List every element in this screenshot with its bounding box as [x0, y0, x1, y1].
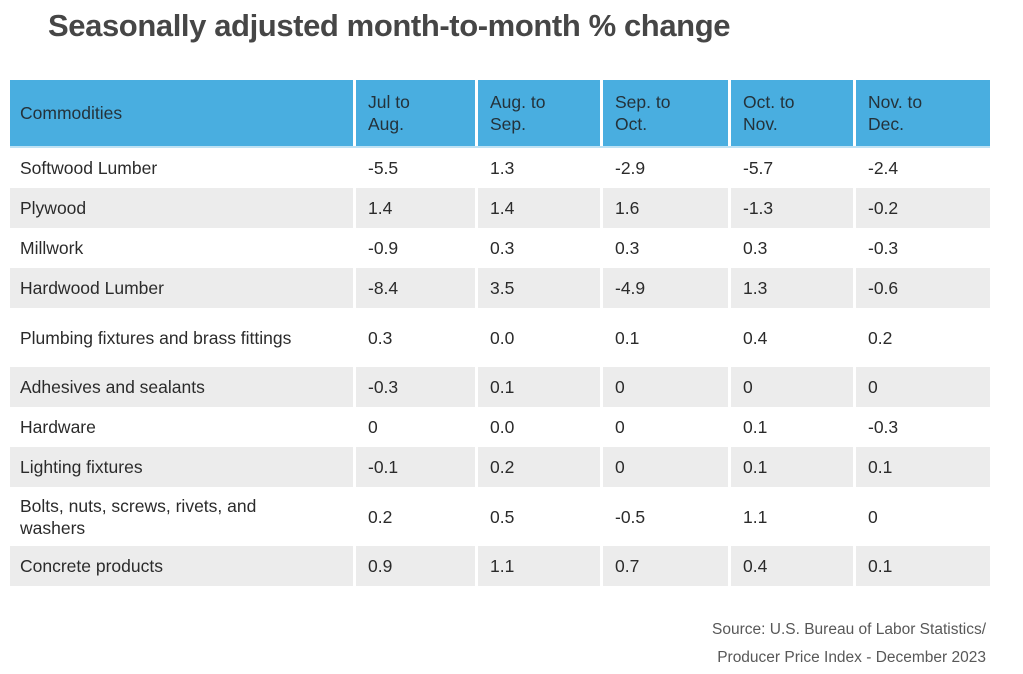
column-header-nov-dec: Nov. to Dec. [853, 80, 990, 146]
value-cell: -0.2 [853, 188, 990, 228]
value-cell: 0.1 [728, 447, 853, 487]
table-row-millwork: Millwork -0.9 0.3 0.3 0.3 -0.3 [10, 228, 990, 268]
commodities-table: Commodities Jul to Aug. Aug. to Sep. Sep… [10, 80, 990, 586]
value-cell: 0.1 [728, 407, 853, 447]
value-cell: -1.3 [728, 188, 853, 228]
value-cell: 1.1 [728, 487, 853, 546]
value-cell: 0 [853, 367, 990, 407]
value-cell: 1.3 [475, 148, 600, 188]
value-cell: 1.3 [728, 268, 853, 308]
value-cell: 0.1 [853, 546, 990, 586]
table-row-hardwood-lumber: Hardwood Lumber -8.4 3.5 -4.9 1.3 -0.6 [10, 268, 990, 308]
table-row-plumbing-fixtures: Plumbing fixtures and brass fittings 0.3… [10, 308, 990, 367]
value-cell: 0.4 [728, 546, 853, 586]
source-note: Source: U.S. Bureau of Labor Statistics/… [10, 616, 986, 672]
source-line-2: Producer Price Index - December 2023 [717, 649, 986, 666]
table-row-hardware: Hardware 0 0.0 0 0.1 -0.3 [10, 407, 990, 447]
value-cell: 0.1 [600, 308, 728, 367]
value-cell: -2.4 [853, 148, 990, 188]
value-cell: 0.0 [475, 407, 600, 447]
table-row-lighting-fixtures: Lighting fixtures -0.1 0.2 0 0.1 0.1 [10, 447, 990, 487]
value-cell: -2.9 [600, 148, 728, 188]
commodity-label: Adhesives and sealants [20, 377, 205, 397]
source-line-1: Source: U.S. Bureau of Labor Statistics/ [712, 621, 986, 638]
commodity-label: Millwork [20, 238, 84, 258]
value-cell: -4.9 [600, 268, 728, 308]
value-cell: -0.9 [353, 228, 475, 268]
value-cell: 0.9 [353, 546, 475, 586]
column-header-aug-sep: Aug. to Sep. [475, 80, 600, 146]
value-cell: 0.3 [600, 228, 728, 268]
value-cell: -5.5 [353, 148, 475, 188]
value-cell: 0.5 [475, 487, 600, 546]
value-cell: -0.3 [853, 407, 990, 447]
value-cell: 0 [600, 367, 728, 407]
commodity-label: Plumbing fixtures and brass fittings [20, 327, 292, 348]
table-row-adhesives-sealants: Adhesives and sealants -0.3 0.1 0 0 0 [10, 367, 990, 407]
column-header-jul-aug: Jul to Aug. [353, 80, 475, 146]
value-cell: -0.6 [853, 268, 990, 308]
value-cell: 0.3 [475, 228, 600, 268]
value-cell: 0.1 [853, 447, 990, 487]
value-cell: 0 [728, 367, 853, 407]
value-cell: -5.7 [728, 148, 853, 188]
column-header-oct-nov: Oct. to Nov. [728, 80, 853, 146]
column-header-sep-oct: Sep. to Oct. [600, 80, 728, 146]
value-cell: 0.7 [600, 546, 728, 586]
value-cell: 3.5 [475, 268, 600, 308]
value-cell: 1.4 [353, 188, 475, 228]
value-cell: -0.1 [353, 447, 475, 487]
commodity-label: Softwood Lumber [20, 158, 158, 178]
value-cell: -0.3 [353, 367, 475, 407]
commodity-label: Hardwood Lumber [20, 278, 164, 298]
commodity-label: Bolts, nuts, screws, rivets, and washers [20, 495, 257, 538]
value-cell: 0.3 [728, 228, 853, 268]
value-cell: 0.4 [728, 308, 853, 367]
column-header-commodities: Commodities [20, 103, 123, 123]
value-cell: 0 [600, 407, 728, 447]
value-cell: 1.4 [475, 188, 600, 228]
table-row-concrete-products: Concrete products 0.9 1.1 0.7 0.4 0.1 [10, 546, 990, 586]
value-cell: 0.2 [853, 308, 990, 367]
value-cell: 1.1 [475, 546, 600, 586]
value-cell: 0 [600, 447, 728, 487]
table-row-bolts-nuts-screws: Bolts, nuts, screws, rivets, and washers… [10, 487, 990, 546]
value-cell: 0.0 [475, 308, 600, 367]
value-cell: 1.6 [600, 188, 728, 228]
table-row-plywood: Plywood 1.4 1.4 1.6 -1.3 -0.2 [10, 188, 990, 228]
value-cell: -0.3 [853, 228, 990, 268]
value-cell: -0.5 [600, 487, 728, 546]
value-cell: 0.1 [475, 367, 600, 407]
value-cell: 0.3 [353, 308, 475, 367]
value-cell: 0.2 [475, 447, 600, 487]
table-row-softwood-lumber: Softwood Lumber -5.5 1.3 -2.9 -5.7 -2.4 [10, 148, 990, 188]
commodity-label: Lighting fixtures [20, 457, 143, 477]
value-cell: 0 [853, 487, 990, 546]
commodity-label: Hardware [20, 417, 96, 437]
value-cell: 0.2 [353, 487, 475, 546]
value-cell: 0 [353, 407, 475, 447]
value-cell: -8.4 [353, 268, 475, 308]
commodity-label: Concrete products [20, 556, 163, 576]
table-header-row: Commodities Jul to Aug. Aug. to Sep. Sep… [10, 80, 990, 148]
page-title: Seasonally adjusted month-to-month % cha… [48, 8, 731, 43]
commodity-label: Plywood [20, 198, 87, 218]
